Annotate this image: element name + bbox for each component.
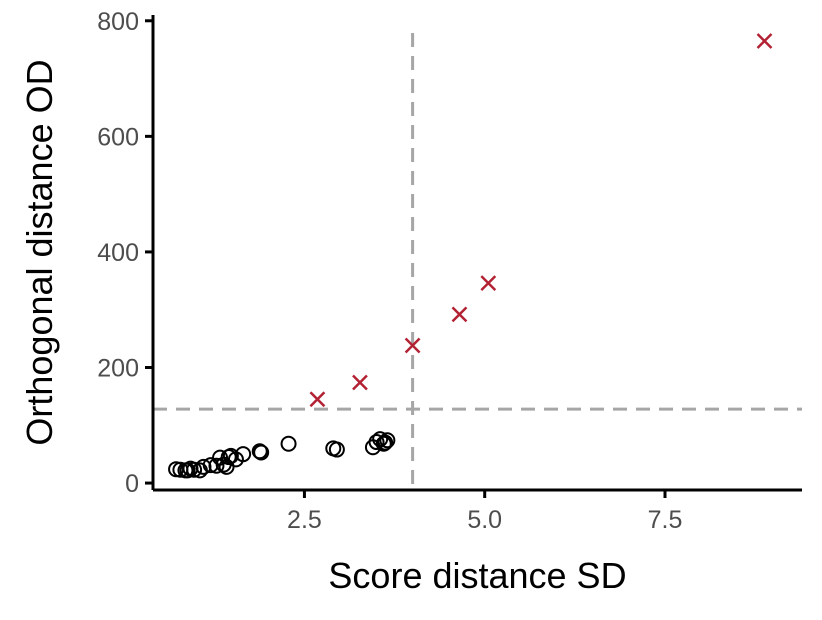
regular-point [208, 457, 225, 474]
y-axis-title: Orthogonal distance OD [19, 59, 60, 445]
cutoff-lines [153, 33, 802, 490]
y-tick-label: 600 [97, 123, 139, 151]
outlier-point [309, 391, 326, 408]
outlier-point [352, 374, 368, 391]
outlier-point [756, 33, 773, 49]
x-tick-label: 5.0 [467, 506, 502, 534]
y-tick-label: 0 [125, 470, 139, 498]
x-axis-title: Score distance SD [328, 555, 626, 596]
regular-point [280, 435, 297, 452]
y-tick-label: 800 [97, 8, 139, 36]
outlier-point [404, 337, 421, 354]
y-tick-label: 400 [97, 239, 139, 267]
regular-point [235, 446, 252, 463]
regular-point [253, 444, 270, 461]
regular-point [186, 461, 203, 478]
regular-point [368, 434, 385, 451]
regular-point [379, 432, 396, 449]
outlier-point [480, 275, 497, 292]
outlier-point [451, 306, 468, 323]
data-points [168, 33, 773, 479]
regular-point [328, 441, 345, 458]
y-tick-label: 200 [97, 354, 139, 382]
x-axis-ticks: 2.5 5.0 7.5 [287, 490, 682, 534]
y-axis-ticks: 0 200 400 600 800 [97, 8, 153, 498]
regular-point [179, 462, 196, 479]
x-tick-label: 7.5 [648, 506, 683, 534]
regular-point [377, 434, 394, 451]
x-tick-label: 2.5 [287, 506, 322, 534]
